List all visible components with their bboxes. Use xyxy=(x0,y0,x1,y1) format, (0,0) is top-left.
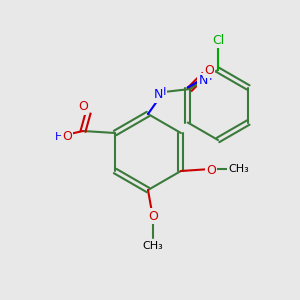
Text: CH₃: CH₃ xyxy=(229,164,249,174)
Text: H: H xyxy=(55,132,63,142)
Text: O: O xyxy=(204,64,214,76)
Text: O: O xyxy=(78,100,88,113)
Text: CH₃: CH₃ xyxy=(142,241,164,251)
Text: H: H xyxy=(158,87,166,97)
Text: O: O xyxy=(206,164,216,178)
Text: Cl: Cl xyxy=(212,34,224,46)
Text: N: N xyxy=(198,74,208,88)
Text: H: H xyxy=(204,72,212,82)
Text: O: O xyxy=(148,209,158,223)
Text: N: N xyxy=(153,88,163,101)
Text: O: O xyxy=(62,130,72,143)
